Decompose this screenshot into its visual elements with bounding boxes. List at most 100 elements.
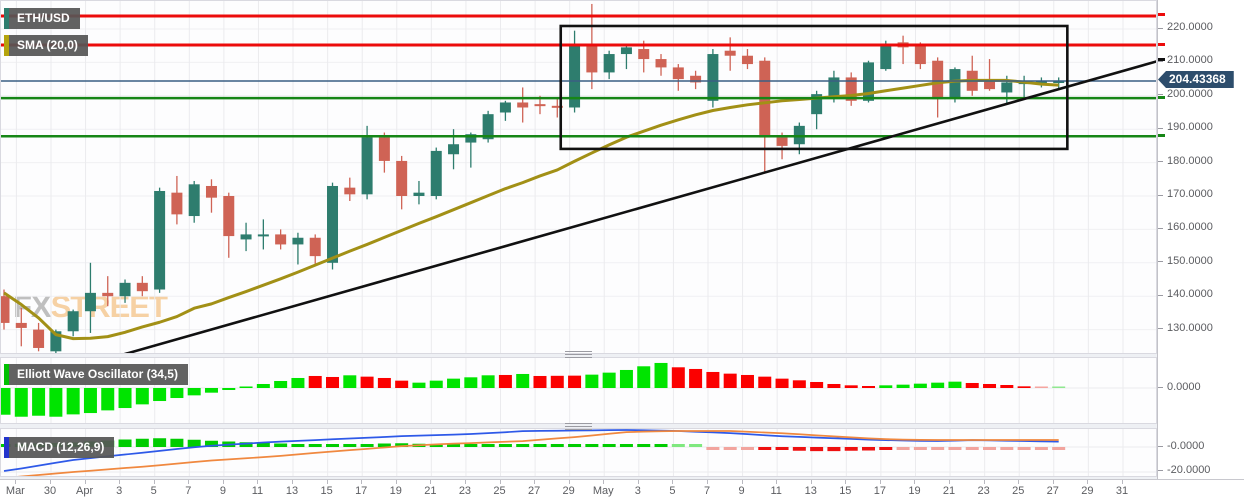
time-axis-tick xyxy=(464,480,466,484)
price-axis-label: 140.0000 xyxy=(1167,288,1213,301)
time-axis-tick xyxy=(879,480,881,484)
time-axis-label: 15 xyxy=(839,485,852,497)
time-axis-tick xyxy=(1121,480,1123,484)
watermark-fx: FX xyxy=(13,289,52,324)
time-axis-tick xyxy=(430,480,432,484)
time-axis-label: Apr xyxy=(75,485,94,497)
price-axis-label: 130.0000 xyxy=(1167,321,1213,334)
price-axis-tick xyxy=(1158,194,1163,196)
price-chart-canvas[interactable] xyxy=(1,1,1156,353)
time-axis-tick xyxy=(1087,480,1089,484)
time-axis-tick xyxy=(845,480,847,484)
time-axis-tick xyxy=(741,480,743,484)
time-axis-label: May xyxy=(592,485,614,497)
price-axis-tick xyxy=(1158,294,1163,296)
time-axis-tick xyxy=(395,480,397,484)
price-axis-label: 200.0000 xyxy=(1167,87,1213,100)
time-axis-tick xyxy=(153,480,155,484)
time-axis-label: 17 xyxy=(355,485,368,497)
time-axis-label: 27 xyxy=(1046,485,1059,497)
time-axis-label: 17 xyxy=(873,485,887,497)
time-axis-label: 3 xyxy=(116,485,123,497)
time-axis-label: 13 xyxy=(804,485,817,497)
ewo-legend-badge[interactable]: Elliott Wave Oscillator (34,5) xyxy=(4,364,188,385)
level-axis-marker xyxy=(1158,133,1165,137)
time-axis-tick xyxy=(810,480,812,484)
ewo-chart-canvas[interactable] xyxy=(1,358,1156,423)
time-axis-tick xyxy=(534,480,536,484)
time-axis-label: 7 xyxy=(703,485,711,497)
time-axis-label: 25 xyxy=(1012,485,1025,497)
level-axis-marker xyxy=(1158,95,1165,99)
indicator-axis-tick xyxy=(1158,446,1163,447)
time-axis-tick xyxy=(568,480,570,484)
price-axis-label: 180.0000 xyxy=(1167,154,1213,167)
time-axis-label: 30 xyxy=(43,485,57,497)
time-axis-tick xyxy=(49,480,51,484)
time-axis-tick xyxy=(776,480,778,484)
time-axis-tick xyxy=(1018,480,1020,484)
time-axis-label: 21 xyxy=(424,485,437,497)
level-axis-marker xyxy=(1158,42,1165,46)
time-axis-label: 9 xyxy=(219,485,226,497)
time-axis-tick xyxy=(119,480,121,484)
price-axis-tick xyxy=(1158,94,1163,96)
time-axis-tick xyxy=(603,480,605,484)
time-axis-label: Mar xyxy=(5,485,25,497)
last-price-badge: 204.43368 xyxy=(1158,71,1234,88)
panel-resize-handle[interactable] xyxy=(565,351,592,359)
price-axis-label: 150.0000 xyxy=(1167,254,1213,267)
time-axis-label: 19 xyxy=(389,485,402,497)
time-axis-label: 11 xyxy=(251,485,264,497)
price-axis-tick xyxy=(1158,27,1163,29)
indicator-axis-tick xyxy=(1158,387,1163,388)
time-axis-label: 29 xyxy=(1081,485,1094,497)
price-axis-label: 190.0000 xyxy=(1167,121,1213,134)
price-axis-label: 170.0000 xyxy=(1167,188,1213,200)
macd-minus20-axis-label: -20.0000 xyxy=(1167,464,1211,476)
price-axis-label: 220.0000 xyxy=(1167,21,1213,33)
time-axis-tick xyxy=(15,480,17,484)
sma-legend-badge[interactable]: SMA (20,0) xyxy=(4,35,88,56)
time-axis-tick xyxy=(637,480,639,484)
price-panel: FXSTREET ETH/USD SMA (20,0) xyxy=(0,0,1157,354)
symbol-legend-badge[interactable]: ETH/USD xyxy=(4,8,80,29)
time-axis-label: 11 xyxy=(770,485,782,497)
time-axis-label: 19 xyxy=(908,485,921,497)
time-axis-label: 9 xyxy=(738,485,745,497)
time-axis-tick xyxy=(188,480,190,484)
price-axis[interactable]: 204.43368 0.0000 -0.0000 -20.0000 220.00… xyxy=(1157,0,1244,479)
price-axis-tick xyxy=(1158,60,1163,62)
indicator-axis-tick xyxy=(1158,470,1163,471)
panel-resize-handle[interactable] xyxy=(565,423,592,431)
time-axis-tick xyxy=(983,480,985,484)
time-axis-label: 7 xyxy=(185,485,192,497)
time-axis-label: 21 xyxy=(942,485,956,497)
macd-panel: MACD (12,26,9) xyxy=(0,428,1157,477)
price-axis-label: 160.0000 xyxy=(1167,221,1213,234)
time-axis[interactable]: Mar 30 Apr 3 5 7 9 11 13 15 17 19 21 23 25 27 29 May 3 5 7 9 1… xyxy=(0,479,1244,503)
time-axis-label: 23 xyxy=(977,485,990,497)
time-axis-label: 25 xyxy=(493,485,506,497)
time-axis-tick xyxy=(361,480,363,484)
time-axis-tick xyxy=(326,480,328,484)
macd-legend-badge[interactable]: MACD (12,26,9) xyxy=(4,437,115,458)
time-axis-label: 29 xyxy=(562,485,575,497)
ewo-zero-axis-label: 0.0000 xyxy=(1167,381,1201,393)
price-axis-tick xyxy=(1158,328,1163,330)
time-axis-label: 5 xyxy=(150,485,157,497)
elliott-wave-oscillator-panel: Elliott Wave Oscillator (34,5) xyxy=(0,357,1157,424)
time-axis-tick xyxy=(914,480,916,484)
price-axis-tick xyxy=(1158,261,1163,263)
time-axis-tick xyxy=(707,480,708,484)
time-axis-tick xyxy=(672,480,674,484)
time-axis-label: 13 xyxy=(285,485,299,497)
price-axis-label: 210.0000 xyxy=(1167,54,1213,67)
time-axis-tick xyxy=(292,480,294,484)
price-axis-tick xyxy=(1158,127,1163,129)
time-axis-tick xyxy=(222,480,224,484)
price-axis-tick xyxy=(1158,227,1163,229)
time-axis-label: 15 xyxy=(320,485,333,497)
macd-chart-canvas[interactable] xyxy=(1,429,1156,476)
